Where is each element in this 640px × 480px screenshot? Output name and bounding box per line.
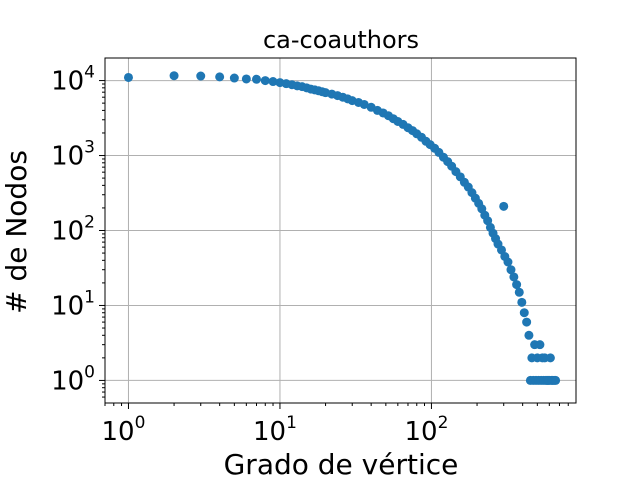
y-tick-label: 104 — [51, 63, 95, 97]
tick-layer: 100 101 102 100 101 102 103 104 — [51, 63, 569, 447]
data-point — [506, 265, 516, 275]
data-point — [535, 340, 545, 350]
x-axis-label: Grado de vértice — [224, 448, 459, 480]
data-point — [196, 71, 206, 81]
data-point — [169, 71, 179, 81]
y-tick-label: 103 — [51, 138, 95, 172]
y-tick-label: 100 — [51, 362, 95, 396]
data-point — [251, 74, 261, 84]
grid-layer — [105, 58, 576, 403]
scatter-points — [123, 71, 561, 385]
data-point — [524, 330, 534, 340]
data-point — [545, 353, 555, 363]
data-point — [503, 257, 513, 267]
data-point — [517, 297, 527, 307]
data-point — [514, 287, 524, 297]
y-tick-label: 101 — [51, 287, 95, 321]
x-tick-label: 101 — [253, 413, 297, 447]
data-point — [519, 308, 529, 318]
chart-title: ca-coauthors — [263, 26, 419, 54]
data-point — [241, 74, 251, 84]
y-axis-label: # de Nodos — [0, 150, 33, 314]
data-point — [123, 72, 133, 82]
data-point — [551, 375, 561, 385]
data-point — [512, 280, 522, 290]
x-tick-label: 100 — [102, 413, 146, 447]
data-point — [268, 77, 278, 87]
data-point — [260, 76, 270, 86]
data-point — [215, 72, 225, 82]
y-tick-label: 102 — [51, 213, 95, 247]
x-tick-label: 102 — [404, 413, 448, 447]
data-point — [229, 73, 239, 83]
data-point — [359, 99, 369, 109]
data-point — [522, 317, 532, 327]
data-point — [499, 201, 509, 211]
data-point — [509, 272, 519, 282]
